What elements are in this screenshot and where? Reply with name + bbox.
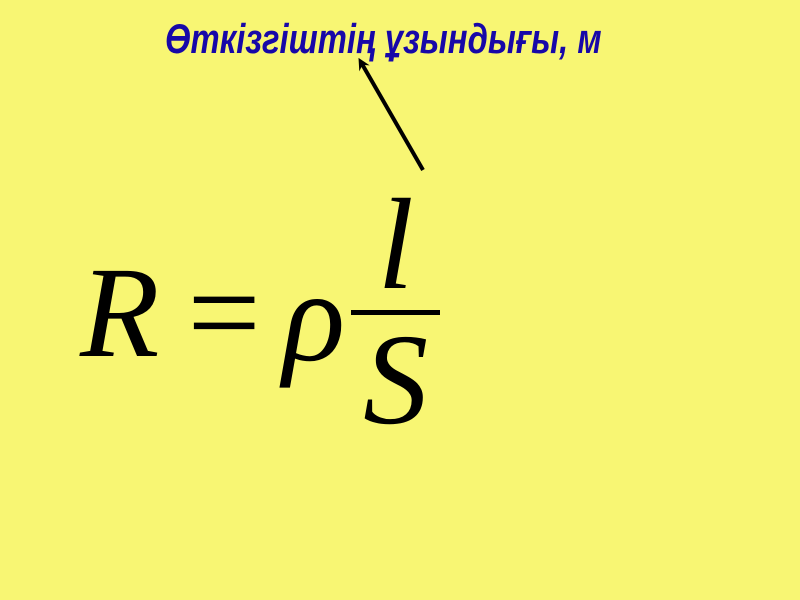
fraction-denominator: S — [351, 315, 440, 445]
fraction: l S — [351, 180, 440, 445]
fraction-numerator: l — [366, 180, 426, 310]
symbol-rho: ρ — [283, 242, 345, 392]
resistance-formula: R = ρ l S — [80, 180, 440, 445]
symbol-equals: = — [187, 238, 260, 388]
symbol-R: R — [80, 238, 159, 388]
arrow-line — [362, 64, 423, 170]
